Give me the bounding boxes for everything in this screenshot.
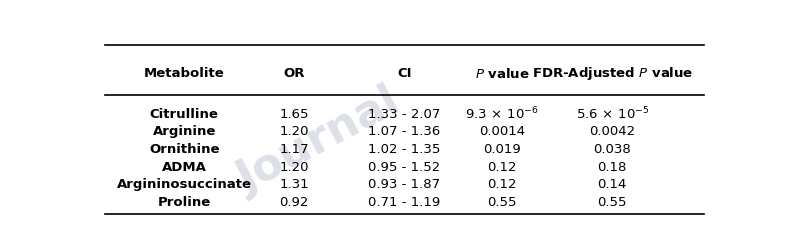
- Text: 0.038: 0.038: [593, 143, 631, 156]
- Text: 0.12: 0.12: [488, 161, 517, 174]
- Text: OR: OR: [283, 67, 305, 80]
- Text: 1.20: 1.20: [279, 161, 309, 174]
- Text: $\mathit{P}$ value: $\mathit{P}$ value: [475, 67, 529, 81]
- Text: 0.019: 0.019: [484, 143, 521, 156]
- Text: 0.71 - 1.19: 0.71 - 1.19: [368, 196, 440, 209]
- Text: Proline: Proline: [158, 196, 211, 209]
- Text: Argininosuccinate: Argininosuccinate: [117, 178, 252, 191]
- Text: 0.92: 0.92: [279, 196, 309, 209]
- Text: $9.3\,\times\,10^{-6}$: $9.3\,\times\,10^{-6}$: [466, 106, 539, 123]
- Text: 0.0042: 0.0042: [589, 125, 635, 138]
- Text: 0.18: 0.18: [597, 161, 627, 174]
- Text: Metabolite: Metabolite: [144, 67, 225, 80]
- Text: ADMA: ADMA: [162, 161, 207, 174]
- Text: FDR-Adjusted $\mathit{P}$ value: FDR-Adjusted $\mathit{P}$ value: [532, 65, 693, 82]
- Text: 1.02 - 1.35: 1.02 - 1.35: [368, 143, 440, 156]
- Text: Journal: Journal: [230, 80, 407, 202]
- Text: 1.07 - 1.36: 1.07 - 1.36: [368, 125, 440, 138]
- Text: 1.31: 1.31: [279, 178, 309, 191]
- Text: Citrulline: Citrulline: [150, 108, 219, 121]
- Text: 0.95 - 1.52: 0.95 - 1.52: [368, 161, 440, 174]
- Text: 0.93 - 1.87: 0.93 - 1.87: [368, 178, 440, 191]
- Text: $5.6\,\times\,10^{-5}$: $5.6\,\times\,10^{-5}$: [575, 106, 649, 123]
- Text: 1.20: 1.20: [279, 125, 309, 138]
- Text: 1.65: 1.65: [279, 108, 309, 121]
- Text: 0.55: 0.55: [597, 196, 627, 209]
- Text: 0.55: 0.55: [488, 196, 517, 209]
- Text: 0.14: 0.14: [597, 178, 627, 191]
- Text: 0.0014: 0.0014: [479, 125, 525, 138]
- Text: 1.33 - 2.07: 1.33 - 2.07: [368, 108, 440, 121]
- Text: 1.17: 1.17: [279, 143, 309, 156]
- Text: 0.12: 0.12: [488, 178, 517, 191]
- Text: Ornithine: Ornithine: [149, 143, 219, 156]
- Text: Arginine: Arginine: [152, 125, 216, 138]
- Text: CI: CI: [397, 67, 412, 80]
